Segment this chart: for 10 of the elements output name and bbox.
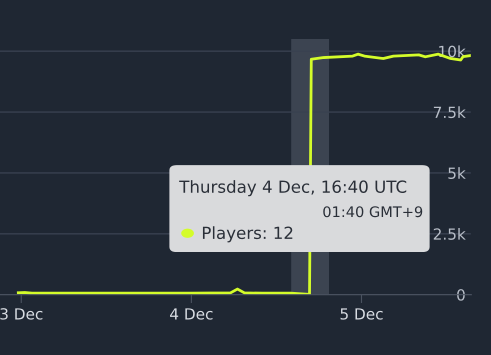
y-tick-label: 7.5k [434,106,466,118]
x-tick-label: 3 Dec [0,308,42,320]
annotation: Thursday 4 Dec, 16:40 UTC [179,180,406,196]
annotation: 01:40 GMT+9 [323,206,422,218]
x-tick-label: 4 Dec [170,308,212,320]
x-tick-label: 5 Dec [340,308,383,320]
y-tick-label: 0 [457,289,465,301]
y-tick-label: 5k [448,167,466,179]
y-tick-label: 2.5k [434,228,466,240]
annotation: Players: 12 [202,226,292,242]
